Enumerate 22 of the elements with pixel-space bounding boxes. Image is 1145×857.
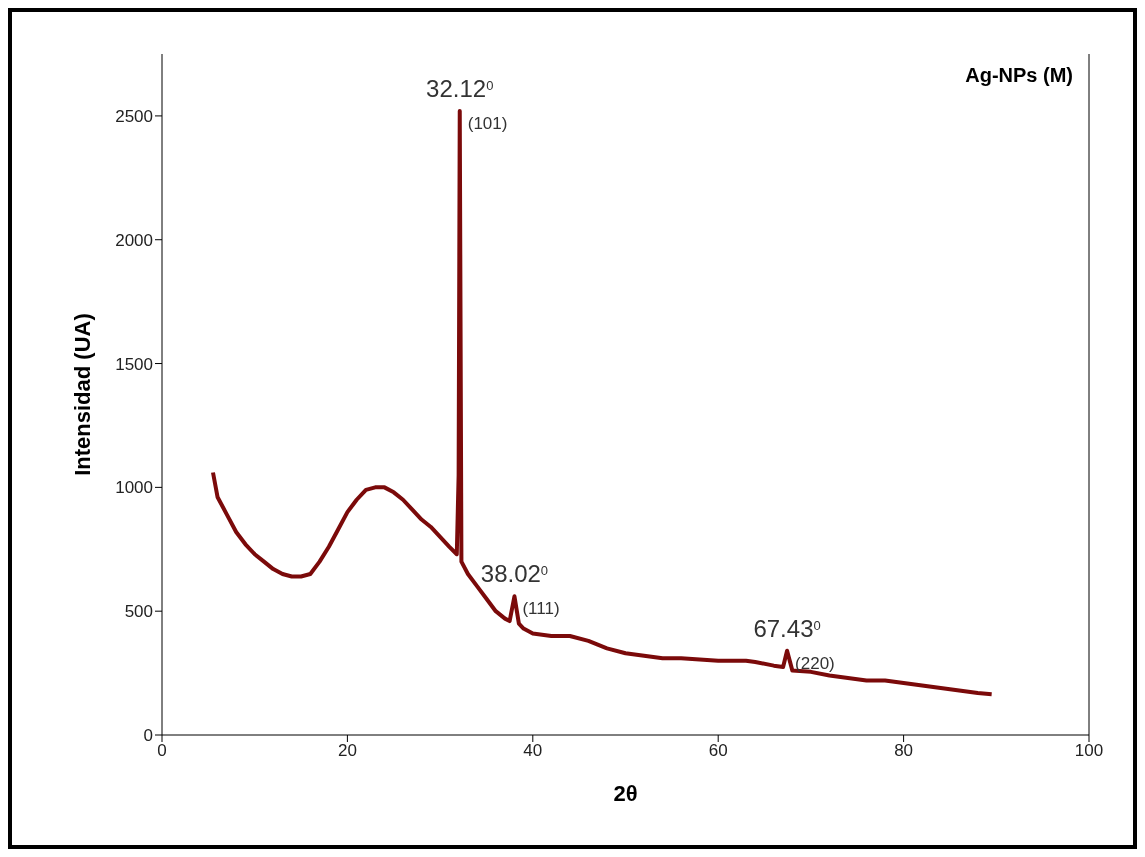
annotation: (220) (795, 653, 835, 673)
y-tick-label: 1000 (115, 478, 153, 498)
annotation: Ag-NPs (M) (965, 64, 1073, 87)
y-tick-label: 2000 (115, 230, 153, 250)
x-tick-label: 0 (157, 741, 167, 761)
annotation: (111) (522, 599, 560, 619)
x-tick-label: 100 (1074, 741, 1104, 761)
x-axis-title: 2θ (613, 781, 638, 806)
x-tick-label: 80 (894, 741, 914, 761)
y-tick-label: 2500 (115, 106, 153, 126)
annotation: 38.02$^{0}$ (480, 560, 549, 588)
x-tick-label: 60 (708, 741, 728, 761)
annotation: (101) (467, 113, 508, 133)
y-tick-label: 1500 (115, 354, 153, 374)
annotation: 67.43$^{0}$ (753, 614, 821, 642)
annotation: 32.12$^{0}$ (426, 74, 494, 102)
y-axis-title: Intensidad (UA) (69, 313, 95, 476)
line-series (210, 108, 994, 697)
x-tick-label: 20 (337, 741, 357, 761)
x-tick-label: 40 (523, 741, 543, 761)
y-tick-label: 500 (124, 602, 153, 622)
y-tick-label: 0 (143, 726, 153, 746)
